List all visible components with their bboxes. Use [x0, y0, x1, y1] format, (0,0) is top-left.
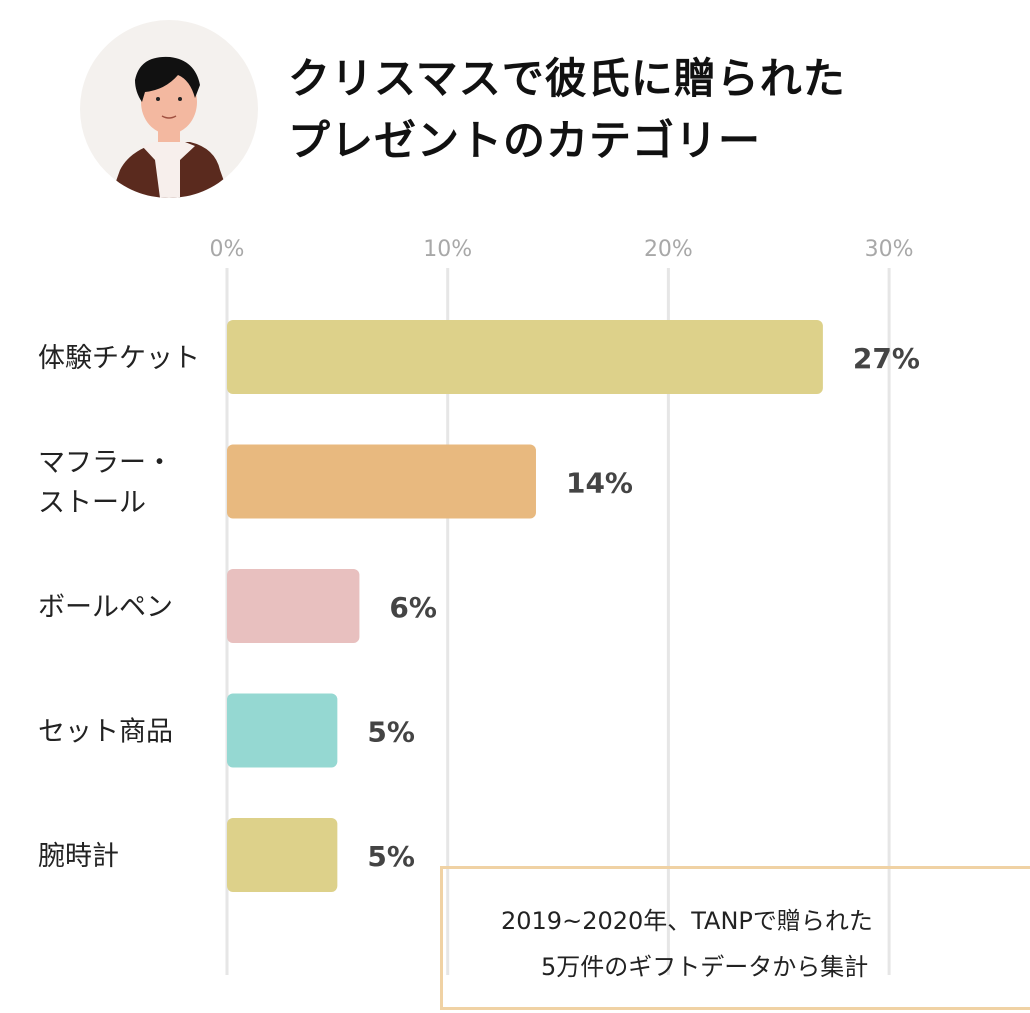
- data-label: 27%: [853, 342, 920, 375]
- data-label: 6%: [389, 591, 437, 624]
- x-tick-label: 0%: [210, 237, 245, 262]
- x-tick-label: 10%: [423, 237, 472, 262]
- data-label: 5%: [367, 840, 415, 873]
- bar: [227, 693, 338, 768]
- category-label: マフラー・: [38, 448, 173, 479]
- category-label: ボールペン: [38, 592, 173, 623]
- bar: [227, 569, 360, 643]
- category-label: 体験チケット: [38, 343, 200, 374]
- x-tick-label: 30%: [865, 237, 914, 262]
- note-line-2: 5万件のギフトデータから集計: [541, 953, 869, 981]
- man-illustration-icon: [80, 20, 258, 198]
- bar: [227, 818, 338, 892]
- data-label: 5%: [367, 716, 415, 749]
- category-label: ストール: [38, 488, 146, 519]
- category-label: 腕時計: [38, 841, 119, 872]
- avatar: [80, 20, 258, 198]
- category-label: セット商品: [38, 717, 173, 748]
- title-line-2: プレゼントのカテゴリー: [288, 116, 762, 165]
- source-note: 2019~2020年、TANPで贈られた 5万件のギフトデータから集計: [440, 866, 1030, 1010]
- chart-title: クリスマスで彼氏に贈られた プレゼントのカテゴリー: [288, 48, 846, 172]
- title-line-1: クリスマスで彼氏に贈られた: [288, 54, 846, 103]
- bar: [227, 444, 536, 519]
- note-line-1: 2019~2020年、TANPで贈られた: [501, 907, 873, 935]
- bar: [227, 320, 823, 394]
- x-tick-label: 20%: [644, 237, 693, 262]
- data-label: 14%: [566, 467, 633, 500]
